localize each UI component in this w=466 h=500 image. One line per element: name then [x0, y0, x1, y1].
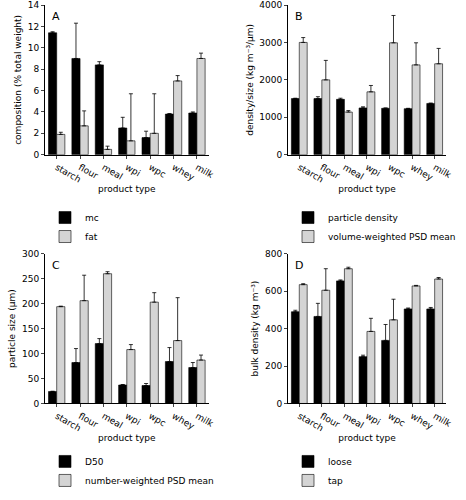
svg-text:meal: meal	[341, 411, 365, 431]
svg-text:0: 0	[276, 150, 282, 160]
svg-text:6: 6	[33, 86, 39, 96]
svg-text:4000: 4000	[259, 0, 282, 10]
svg-text:mc: mc	[85, 213, 99, 223]
svg-text:2000: 2000	[259, 75, 282, 85]
svg-text:particle density: particle density	[328, 213, 398, 223]
svg-text:600: 600	[265, 286, 282, 296]
svg-text:wpc: wpc	[147, 162, 168, 180]
svg-text:D: D	[295, 259, 303, 272]
svg-text:product type: product type	[98, 184, 156, 194]
svg-text:C: C	[52, 259, 60, 272]
svg-text:A: A	[52, 10, 60, 23]
svg-text:meal: meal	[100, 162, 124, 182]
svg-text:volume-weighted PSD mean: volume-weighted PSD mean	[328, 232, 456, 242]
svg-text:wpc: wpc	[147, 411, 168, 429]
svg-text:whey: whey	[170, 411, 196, 432]
svg-text:150: 150	[22, 324, 39, 334]
svg-text:3000: 3000	[259, 38, 282, 48]
svg-text:product type: product type	[338, 433, 396, 443]
svg-text:number-weighted PSD mean: number-weighted PSD mean	[85, 476, 214, 486]
svg-text:12: 12	[28, 22, 39, 32]
svg-text:particle size (μm): particle size (μm)	[7, 289, 17, 368]
svg-text:10: 10	[28, 43, 40, 53]
svg-text:starch: starch	[53, 411, 82, 434]
svg-text:density/size (kg m⁻³/μm): density/size (kg m⁻³/μm)	[245, 24, 255, 136]
svg-text:0: 0	[33, 399, 39, 409]
svg-text:flour: flour	[319, 162, 342, 181]
svg-text:0: 0	[33, 150, 39, 160]
svg-text:fat: fat	[85, 232, 98, 242]
svg-text:wpi: wpi	[124, 411, 142, 427]
svg-text:400: 400	[265, 324, 282, 334]
svg-text:tap: tap	[328, 476, 343, 486]
svg-text:starch: starch	[296, 162, 325, 185]
svg-text:whey: whey	[409, 411, 435, 432]
svg-text:100: 100	[22, 349, 39, 359]
svg-text:milk: milk	[194, 411, 216, 430]
svg-text:wpi: wpi	[364, 411, 382, 427]
svg-text:50: 50	[28, 374, 40, 384]
svg-text:4: 4	[33, 107, 39, 117]
svg-text:14: 14	[28, 0, 40, 10]
svg-text:200: 200	[22, 299, 39, 309]
svg-text:starch: starch	[53, 162, 82, 185]
svg-text:1000: 1000	[259, 112, 282, 122]
svg-text:flour: flour	[319, 411, 342, 430]
svg-text:milk: milk	[431, 411, 453, 430]
svg-text:300: 300	[22, 249, 39, 259]
svg-text:B: B	[295, 10, 303, 23]
svg-text:0: 0	[276, 399, 282, 409]
svg-text:milk: milk	[431, 162, 453, 181]
svg-text:milk: milk	[194, 162, 216, 181]
svg-text:loose: loose	[328, 457, 352, 467]
svg-text:flour: flour	[77, 411, 100, 430]
svg-text:product type: product type	[338, 184, 396, 194]
svg-text:meal: meal	[100, 411, 124, 431]
svg-text:wpc: wpc	[386, 162, 407, 180]
svg-text:8: 8	[33, 64, 39, 74]
svg-text:wpi: wpi	[364, 162, 382, 178]
svg-text:200: 200	[265, 361, 282, 371]
svg-text:wpi: wpi	[124, 162, 142, 178]
svg-text:2: 2	[33, 128, 39, 138]
svg-text:wpc: wpc	[386, 411, 407, 429]
svg-text:flour: flour	[77, 162, 100, 181]
svg-text:product type: product type	[98, 433, 156, 443]
svg-text:250: 250	[22, 274, 39, 284]
svg-text:meal: meal	[341, 162, 365, 182]
svg-text:whey: whey	[170, 162, 196, 183]
svg-text:whey: whey	[409, 162, 435, 183]
svg-text:800: 800	[265, 249, 282, 259]
svg-text:starch: starch	[296, 411, 325, 434]
svg-text:D50: D50	[85, 457, 104, 467]
svg-text:bulk density (kg m⁻³): bulk density (kg m⁻³)	[250, 281, 260, 377]
svg-text:composition (% total weight): composition (% total weight)	[13, 15, 23, 145]
